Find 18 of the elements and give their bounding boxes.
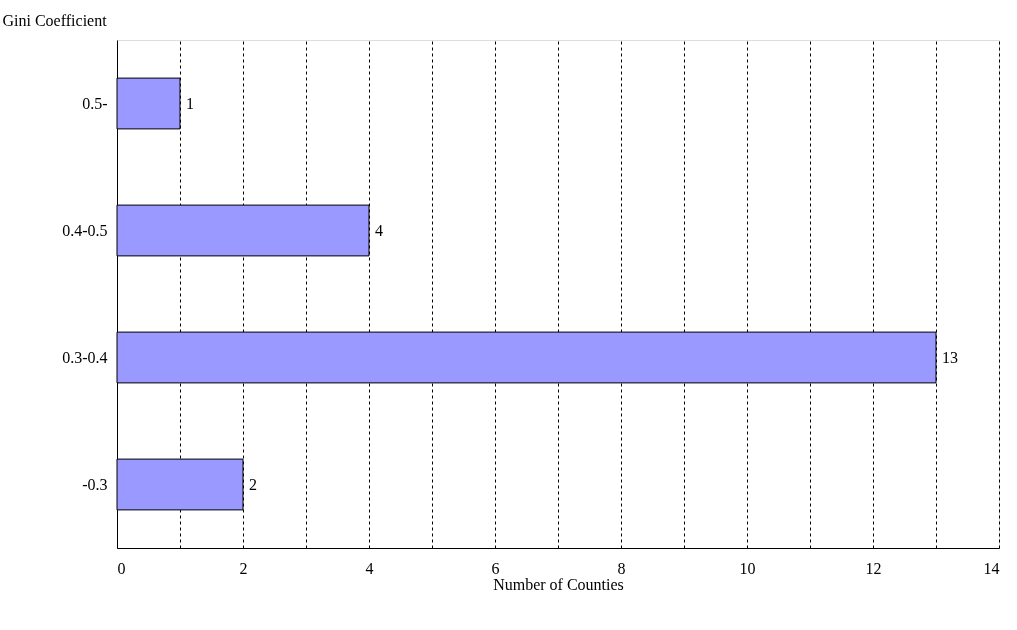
y-tick-label: 0.4-0.5 [62, 221, 108, 239]
x-tick-label: 8 [617, 559, 626, 577]
y-tick-label: -0.3 [82, 475, 108, 493]
x-tick-label: 6 [491, 559, 500, 577]
y-tick-label: 0.5- [82, 94, 108, 112]
y-tick-label: 0.3-0.4 [62, 348, 108, 366]
x-tick-label: 2 [239, 559, 248, 577]
x-axis-title: Number of Counties [493, 575, 624, 593]
y-axis-title: Gini Coefficient [2, 11, 108, 29]
x-tick-label: 0 [117, 559, 126, 577]
data-label: 2 [249, 475, 257, 493]
x-tick-label: 14 [983, 559, 1000, 577]
x-tick-label: 10 [739, 559, 756, 577]
x-tick-label: 12 [865, 559, 882, 577]
data-label: 1 [186, 94, 194, 112]
data-label: 13 [942, 348, 958, 366]
x-tick-label: 4 [365, 559, 374, 577]
data-label: 4 [375, 221, 383, 239]
